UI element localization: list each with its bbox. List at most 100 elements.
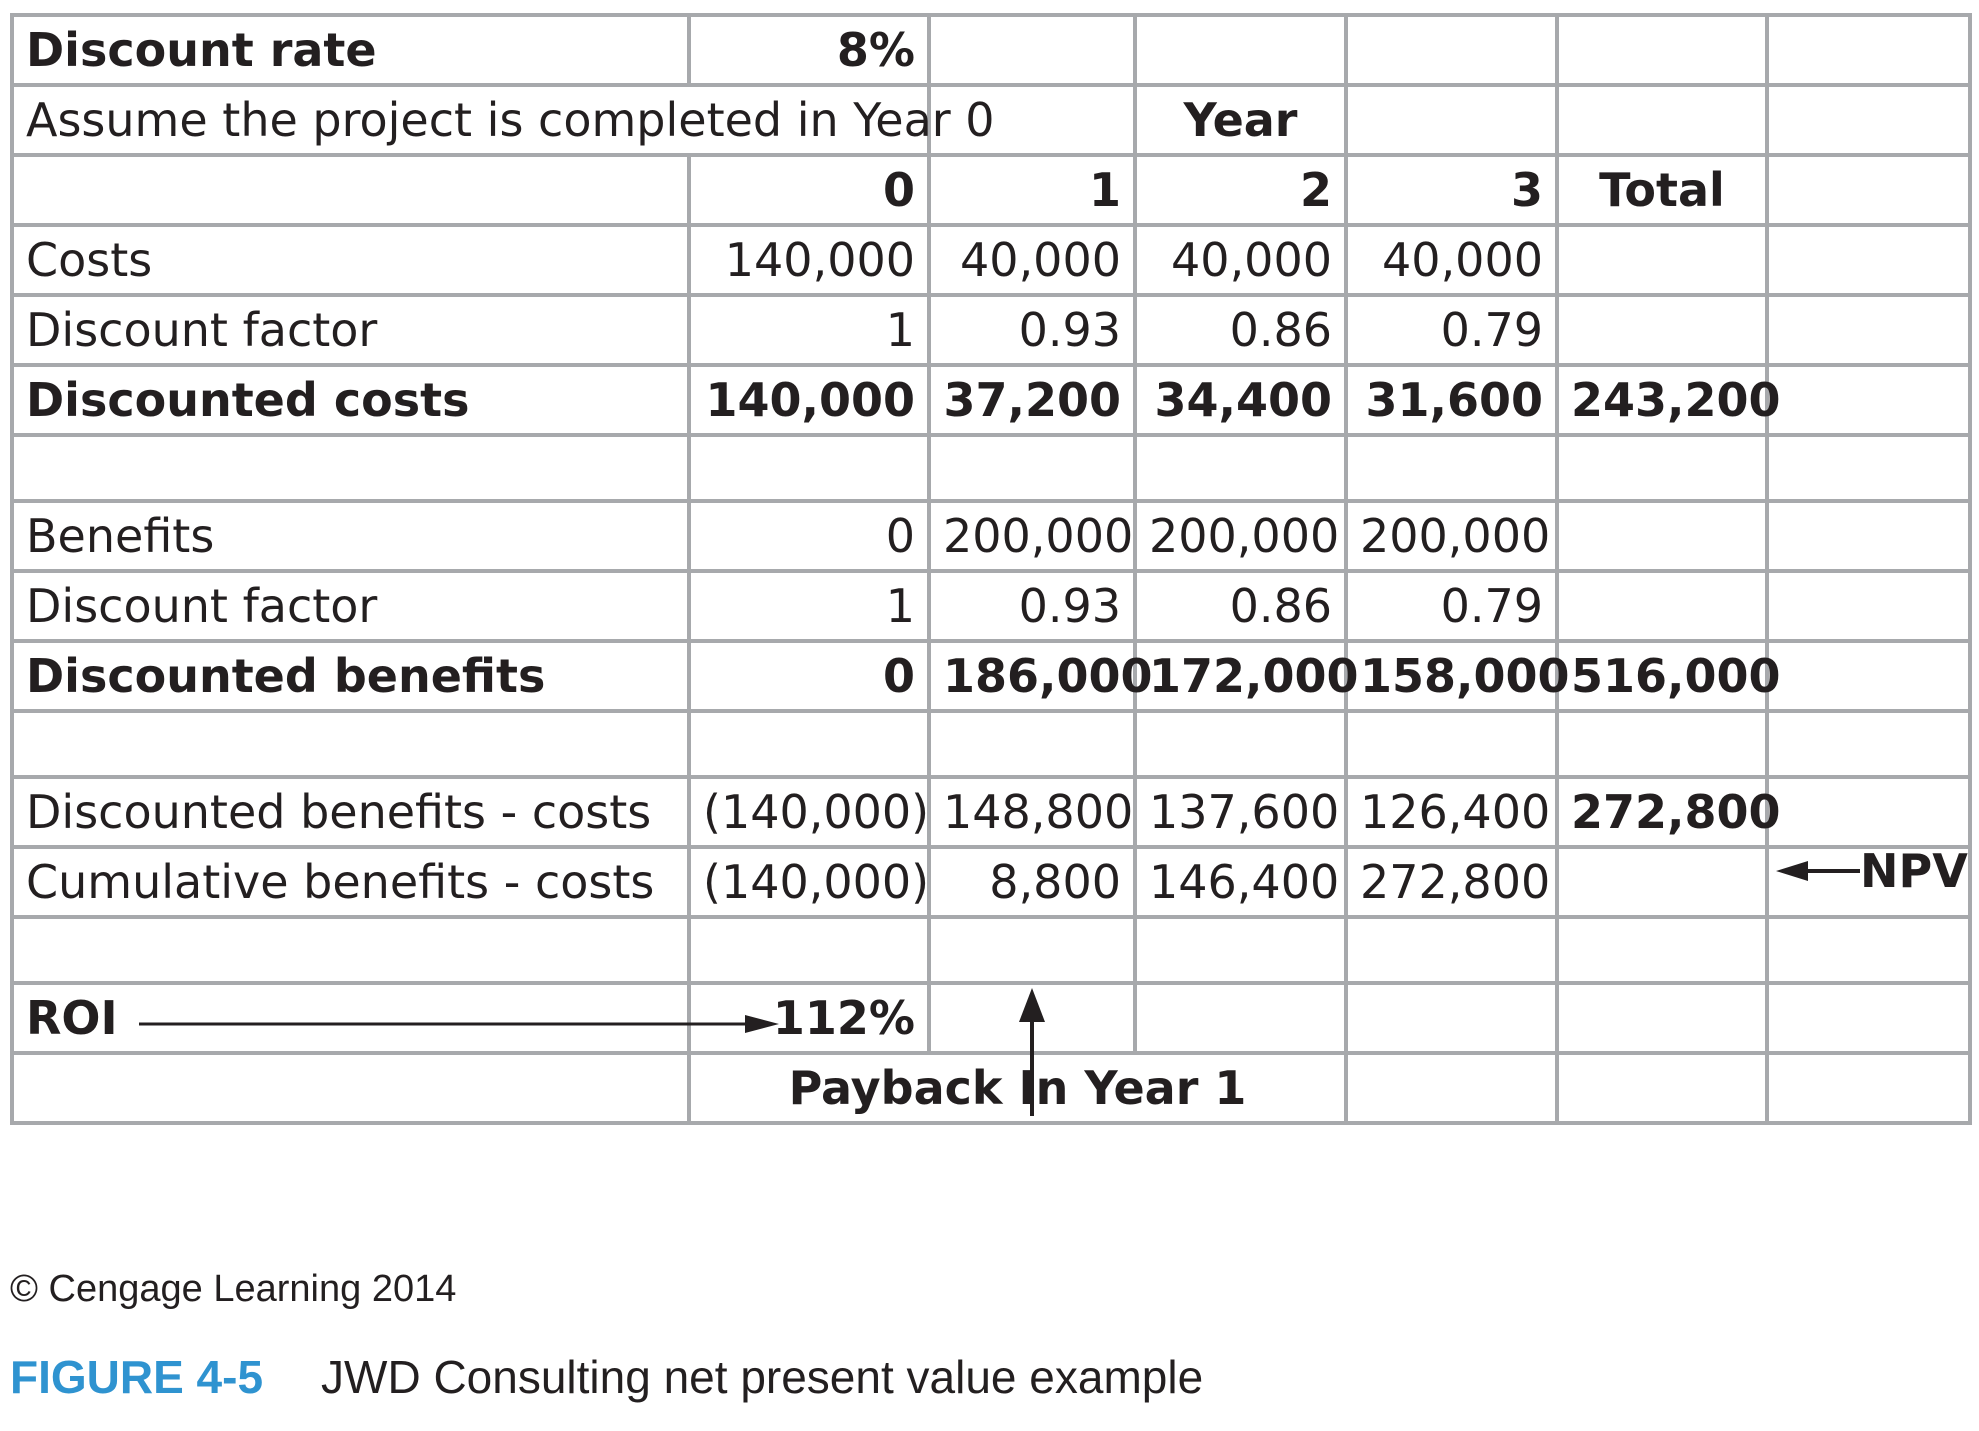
row-discount-rate: Discount rate 8% (10, 13, 1972, 87)
year-header: Year (1133, 83, 1348, 157)
npv-label: NPV (1860, 844, 1968, 898)
row-cumulative: Cumulative benefits - costs (140,000) 8,… (10, 845, 1972, 919)
empty-cell (687, 709, 931, 779)
empty-cell (10, 153, 691, 227)
costs-year-1: 40,000 (927, 223, 1137, 297)
empty-cell (1133, 981, 1348, 1055)
row-payback: Payback In Year 1 (10, 1051, 1972, 1125)
empty-cell (1133, 13, 1348, 87)
cumulative-year-3: 272,800 (1344, 845, 1559, 919)
net-year-1: 148,800 (927, 775, 1137, 849)
costs-year-2: 40,000 (1133, 223, 1348, 297)
roi-label-cell: ROI (10, 981, 779, 1055)
discounted-benefits-year-1: 186,000 (927, 639, 1153, 713)
figure-caption: FIGURE 4-5 JWD Consulting net present val… (10, 1350, 1203, 1404)
discounted-benefits-year-0: 0 (687, 639, 931, 713)
empty-cell (1765, 13, 1972, 87)
empty-cell (1344, 915, 1559, 985)
empty-cell (1555, 499, 1769, 573)
row-cost-discount-factor: Discount factor 1 0.93 0.86 0.79 (10, 293, 1972, 367)
empty-cell (1555, 709, 1769, 779)
costs-label: Costs (10, 223, 691, 297)
roi-label: ROI (26, 991, 118, 1045)
row-assumption: Assume the project is completed in Year … (10, 83, 1972, 157)
empty-cell (1765, 293, 1972, 367)
col-header-year-2: 2 (1133, 153, 1348, 227)
empty-cell (1765, 569, 1972, 643)
row-roi: ROI 112% (10, 981, 1972, 1055)
benefit-factor-label: Discount factor (10, 569, 691, 643)
net-total: 272,800 (1555, 775, 1781, 849)
empty-cell (1765, 709, 1972, 779)
col-header-year-1: 1 (927, 153, 1137, 227)
benefits-year-0: 0 (687, 499, 931, 573)
npv-marker: NPV (1776, 842, 1968, 900)
row-costs: Costs 140,000 40,000 40,000 40,000 (10, 223, 1972, 297)
empty-cell (1765, 499, 1972, 573)
empty-cell (1133, 433, 1348, 503)
empty-cell (1344, 709, 1559, 779)
empty-cell (927, 433, 1137, 503)
discounted-costs-total: 243,200 (1555, 363, 1781, 437)
figure-number: FIGURE 4-5 (10, 1351, 264, 1403)
benefit-factor-year-3: 0.79 (1344, 569, 1559, 643)
discounted-benefits-year-2: 172,000 (1133, 639, 1359, 713)
npv-arrow-icon (1776, 861, 1860, 881)
col-header-year-0: 0 (687, 153, 931, 227)
empty-cell (1344, 433, 1559, 503)
assumption-text: Assume the project is completed in Year … (10, 83, 995, 157)
cost-factor-year-1: 0.93 (927, 293, 1137, 367)
empty-cell (1555, 981, 1769, 1055)
empty-cell (687, 915, 931, 985)
empty-cell (1555, 223, 1769, 297)
discounted-benefits-label: Discounted benefits (10, 639, 691, 713)
discounted-costs-year-2: 34,400 (1133, 363, 1348, 437)
discount-rate-label: Discount rate (10, 13, 691, 87)
copyright-credit: © Cengage Learning 2014 (10, 1268, 457, 1310)
cumulative-label: Cumulative benefits - costs (10, 845, 691, 919)
row-spacer (10, 915, 1972, 985)
col-header-year-3: 3 (1344, 153, 1559, 227)
empty-cell (687, 433, 931, 503)
empty-cell (1765, 223, 1972, 297)
figure-title: JWD Consulting net present value example (321, 1351, 1204, 1403)
empty-cell (1555, 569, 1769, 643)
net-year-3: 126,400 (1344, 775, 1559, 849)
empty-cell (1555, 845, 1769, 919)
row-discounted-costs: Discounted costs 140,000 37,200 34,400 3… (10, 363, 1972, 437)
empty-cell (1765, 981, 1972, 1055)
discounted-costs-label: Discounted costs (10, 363, 691, 437)
row-spacer (10, 433, 1972, 503)
discount-rate-value: 8% (687, 13, 931, 87)
empty-cell (10, 915, 691, 985)
empty-cell (1765, 363, 1972, 437)
empty-cell (1765, 153, 1972, 227)
npv-table: Discount rate 8% Assume the project is c… (10, 13, 1972, 1125)
row-spacer (10, 709, 1972, 779)
empty-cell (10, 1051, 691, 1125)
row-net: Discounted benefits - costs (140,000) 14… (10, 775, 1972, 849)
benefit-factor-year-2: 0.86 (1133, 569, 1348, 643)
empty-cell (1133, 915, 1348, 985)
empty-cell (927, 83, 1137, 157)
empty-cell (1555, 433, 1769, 503)
cost-factor-year-0: 1 (687, 293, 931, 367)
empty-cell (927, 915, 1137, 985)
empty-cell (1344, 1051, 1559, 1125)
net-year-2: 137,600 (1133, 775, 1348, 849)
payback-arrow-icon (1019, 988, 1045, 1116)
empty-cell (1555, 83, 1769, 157)
row-benefit-discount-factor: Discount factor 1 0.93 0.86 0.79 (10, 569, 1972, 643)
discounted-costs-year-1: 37,200 (927, 363, 1137, 437)
benefits-label: Benefits (10, 499, 691, 573)
empty-cell (1555, 1051, 1769, 1125)
empty-cell (1765, 433, 1972, 503)
empty-cell (1344, 13, 1559, 87)
costs-year-0: 140,000 (687, 223, 931, 297)
empty-cell (927, 709, 1137, 779)
benefits-year-3: 200,000 (1344, 499, 1559, 573)
discounted-benefits-total: 516,000 (1555, 639, 1781, 713)
benefit-factor-year-1: 0.93 (927, 569, 1137, 643)
col-header-total: Total (1555, 153, 1769, 227)
row-benefits: Benefits 0 200,000 200,000 200,000 (10, 499, 1972, 573)
